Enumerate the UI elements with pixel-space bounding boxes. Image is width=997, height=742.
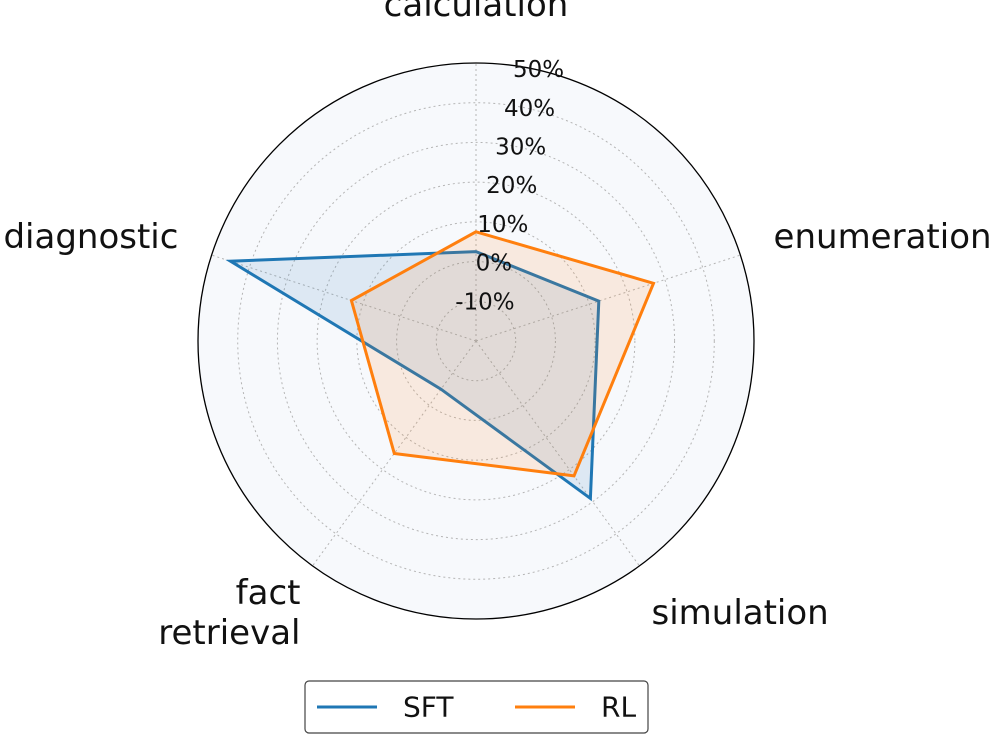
grid-circle-30 bbox=[276, 141, 676, 541]
r-tick-label: 50% bbox=[513, 57, 564, 83]
series-fill-rl bbox=[351, 231, 654, 476]
series-group bbox=[225, 230, 656, 502]
plot-frame bbox=[197, 62, 755, 620]
legend-box bbox=[304, 680, 649, 734]
grid-spoke-simulation bbox=[475, 340, 640, 567]
legend: SFT RL bbox=[304, 680, 649, 734]
legend-label-sft: SFT bbox=[403, 691, 454, 724]
grid-circle-10 bbox=[435, 300, 517, 382]
category-label-simulation: simulation bbox=[651, 593, 828, 633]
grid-spoke-enumeration bbox=[475, 254, 741, 342]
series-line-rl bbox=[349, 230, 656, 478]
legend-label-rl: RL bbox=[601, 691, 636, 724]
category-labels: calculation enumeration simulation fact retr… bbox=[3, 0, 991, 653]
tick-labels: -10% 0% 10% 20% 30% 40% 50% bbox=[455, 57, 564, 315]
category-label-diagnostic: diagnostic bbox=[3, 217, 178, 257]
r-tick-label: -10% bbox=[455, 289, 514, 315]
r-tick-label: 40% bbox=[504, 96, 555, 122]
grid-circle-10 bbox=[356, 221, 596, 461]
category-label-enumeration: enumeration bbox=[774, 217, 992, 257]
grid-circle-0 bbox=[396, 261, 556, 421]
grid bbox=[211, 63, 741, 580]
grid-circle-40 bbox=[237, 102, 715, 580]
series-line-sft bbox=[225, 250, 601, 502]
r-tick-label: 30% bbox=[495, 135, 546, 161]
r-tick-label: 0% bbox=[476, 251, 513, 277]
category-label-calculation: calculation bbox=[384, 0, 569, 25]
grid-spoke-diagnostic bbox=[211, 254, 477, 342]
grid-circle-20 bbox=[316, 181, 636, 501]
grid-spoke-fact-retrieval bbox=[312, 340, 477, 567]
category-label-fact-retrieval: fact retrieval bbox=[158, 573, 300, 653]
r-tick-label: 10% bbox=[477, 212, 528, 238]
r-tick-label: 20% bbox=[486, 173, 537, 199]
